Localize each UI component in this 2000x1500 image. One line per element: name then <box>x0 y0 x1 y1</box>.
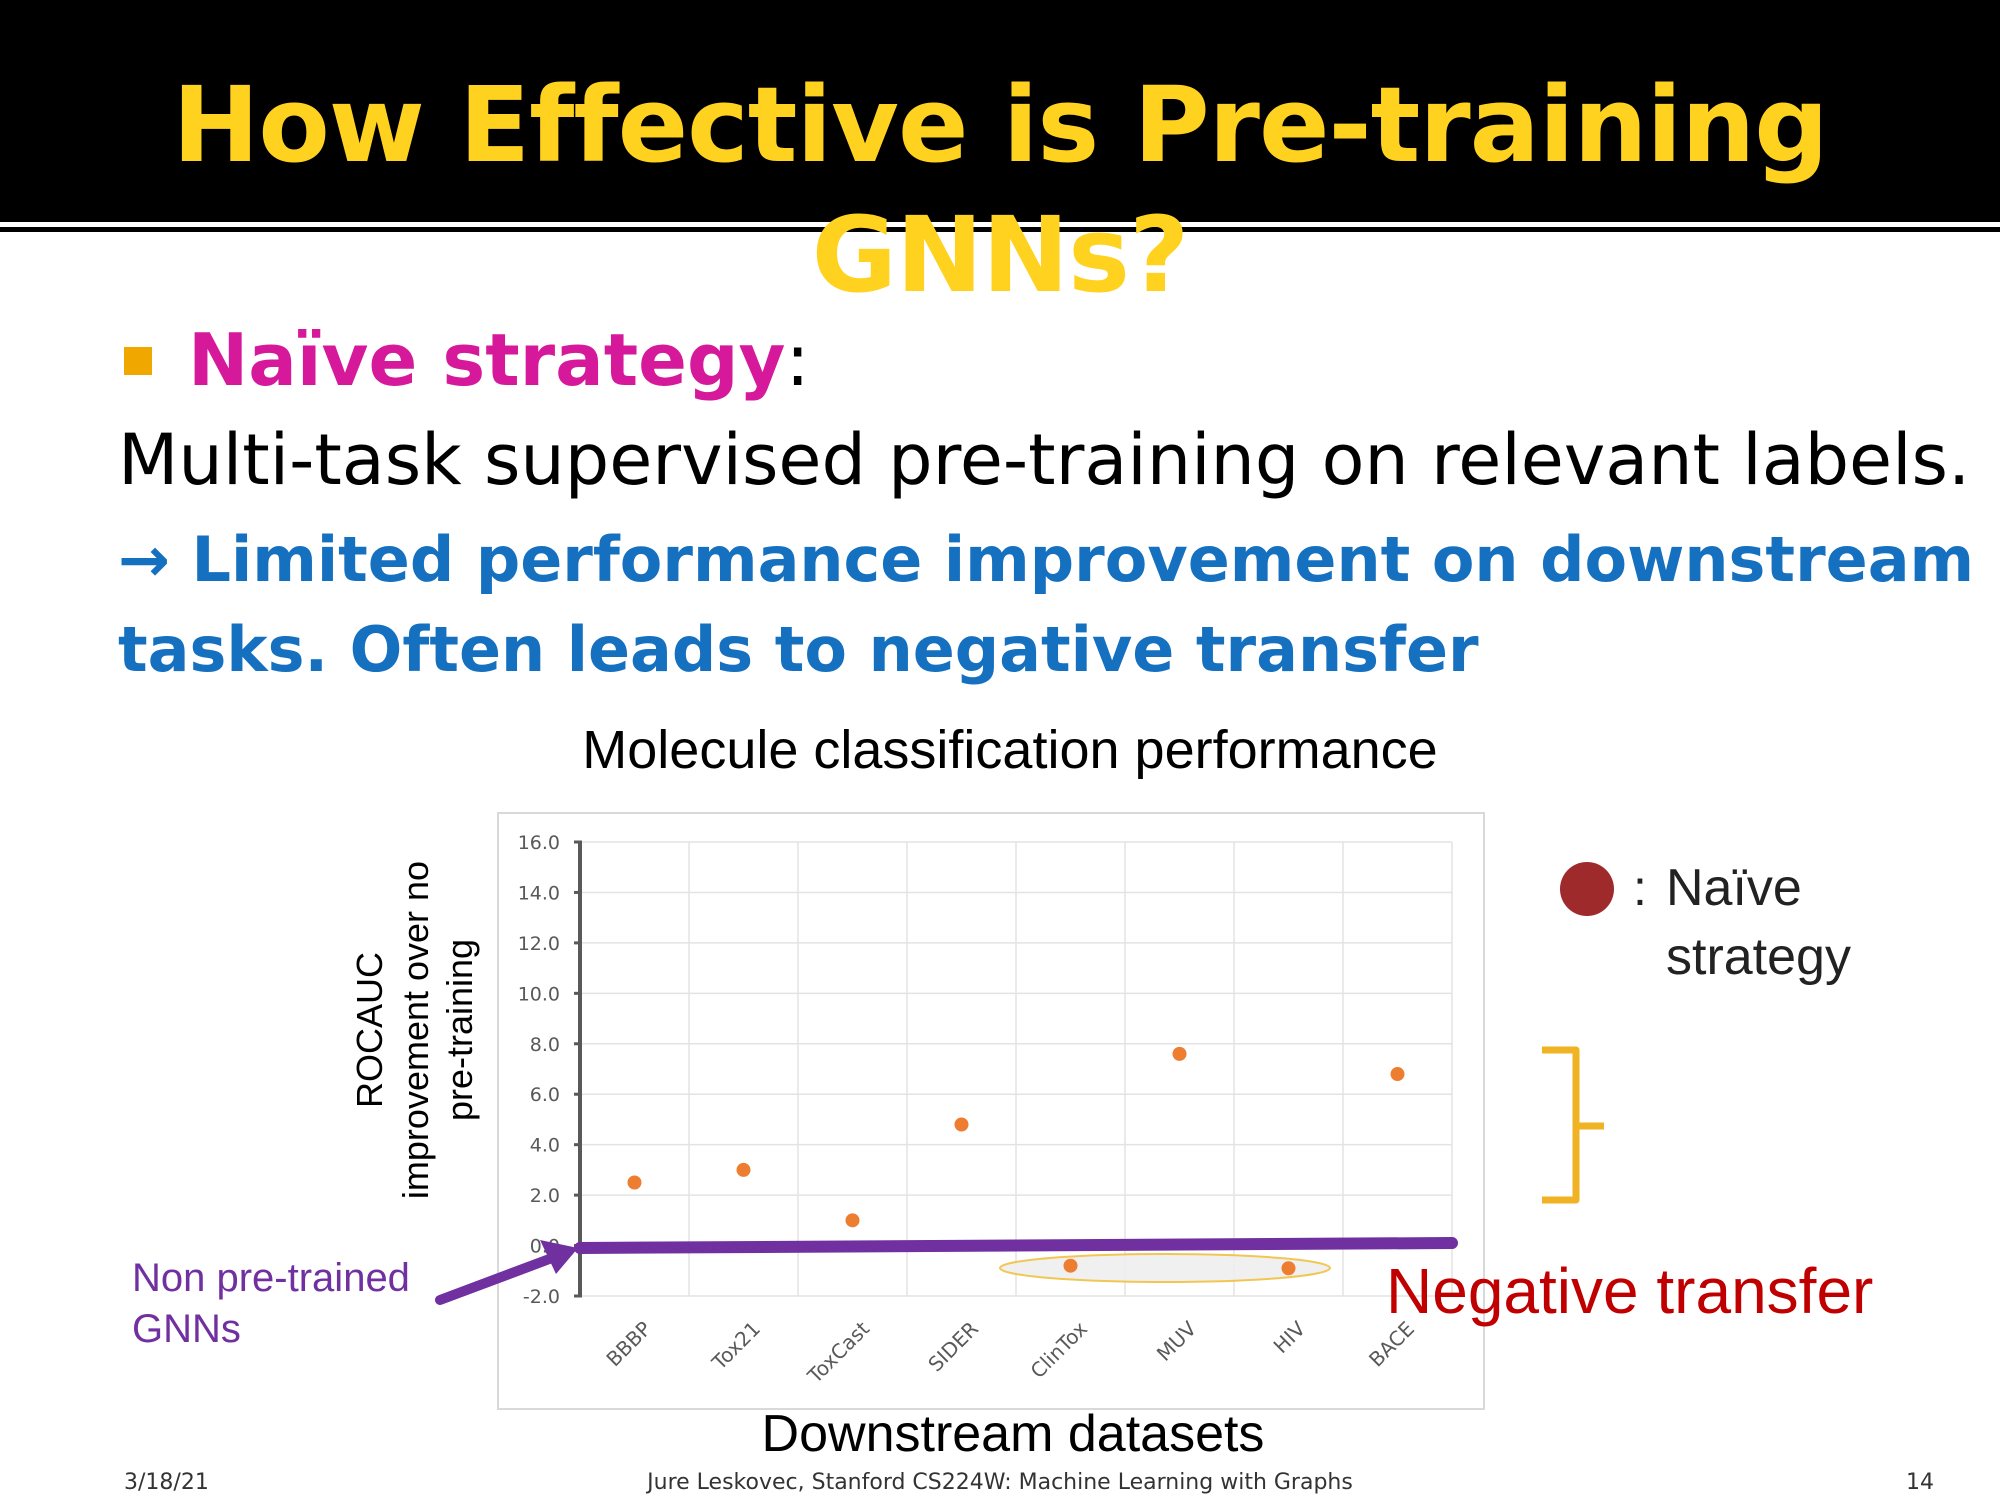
data-point-clintox <box>1063 1258 1078 1273</box>
data-point-toxcast <box>845 1213 860 1228</box>
bullet-heading: Naïve strategy <box>188 318 786 402</box>
y-axis-label-line-2: improvement over no <box>395 861 436 1199</box>
title-bar <box>0 0 2000 222</box>
data-point-bace <box>1390 1067 1405 1082</box>
conclusion-line-2: tasks. Often leads to negative transfer <box>118 613 1479 686</box>
description-line: Multi-task supervised pre-training on re… <box>118 419 1971 501</box>
y-tick-labels: 16.014.012.010.08.06.04.02.00.0-2.0 <box>518 832 582 1308</box>
pointer-arrow-icon <box>435 1253 557 1305</box>
conclusion-text-1: Limited performance improvement on downs… <box>191 523 1975 596</box>
y-axis-label-line-3: pre-training <box>439 939 480 1121</box>
y-tick-label: 12.0 <box>518 933 560 955</box>
footer-page-number: 14 <box>1906 1470 1934 1495</box>
y-tick-label: 16.0 <box>518 832 560 854</box>
y-tick-label: -2.0 <box>523 1286 560 1308</box>
data-point-sider <box>954 1117 969 1132</box>
title-underline <box>0 227 2000 232</box>
y-tick-label: 2.0 <box>530 1185 560 1207</box>
conclusion-line-1: → Limited performance improvement on dow… <box>118 518 1974 602</box>
legend-label-line-1: Naïve <box>1666 859 1802 917</box>
bullet-square-icon <box>124 347 152 375</box>
legend-dot-icon <box>1560 862 1614 916</box>
y-axis-label-line-1: ROCAUC <box>349 952 390 1108</box>
y-tick-label: 14.0 <box>518 882 560 904</box>
plot-frame <box>497 812 1485 1410</box>
negative-transfer-highlight <box>999 1253 1331 1283</box>
y-tick-label: 8.0 <box>530 1034 560 1056</box>
chart-title: Molecule classification performance <box>582 720 1437 780</box>
baseline-line <box>574 1237 1458 1254</box>
pointer-arrowhead-icon <box>540 1240 578 1274</box>
y-tick-label: 4.0 <box>530 1135 560 1157</box>
bracket-icon <box>1542 1046 1604 1204</box>
data-point-bbbp <box>627 1175 642 1190</box>
data-point-hiv <box>1281 1261 1296 1276</box>
bullet-heading-line: Naïve strategy: <box>188 318 810 402</box>
data-point-muv <box>1172 1046 1187 1061</box>
non-pretrained-label-line-2: GNNs <box>132 1307 241 1351</box>
negative-transfer-label: Negative transfer <box>1386 1255 1873 1327</box>
non-pretrained-label-line-1: Non pre-trained <box>132 1256 410 1300</box>
y-axis-label: ROCAUC improvement over no pre-training <box>349 861 480 1199</box>
right-arrow-icon: → <box>118 523 170 596</box>
legend-label-line-2: strategy <box>1666 928 1851 986</box>
legend-colon: : <box>1633 860 1647 916</box>
footer-date: 3/18/21 <box>124 1470 209 1495</box>
bullet-colon: : <box>785 318 810 402</box>
data-point-tox21 <box>736 1162 751 1177</box>
slide-title: How Effective is Pre-training GNNs? <box>172 64 1828 316</box>
footer-credit: Jure Leskovec, Stanford CS224W: Machine … <box>647 1470 1353 1495</box>
data-points <box>627 1046 1405 1276</box>
x-axis-label: Downstream datasets <box>762 1405 1265 1463</box>
y-tick-label: 10.0 <box>518 983 560 1005</box>
y-tick-label: 6.0 <box>530 1084 560 1106</box>
